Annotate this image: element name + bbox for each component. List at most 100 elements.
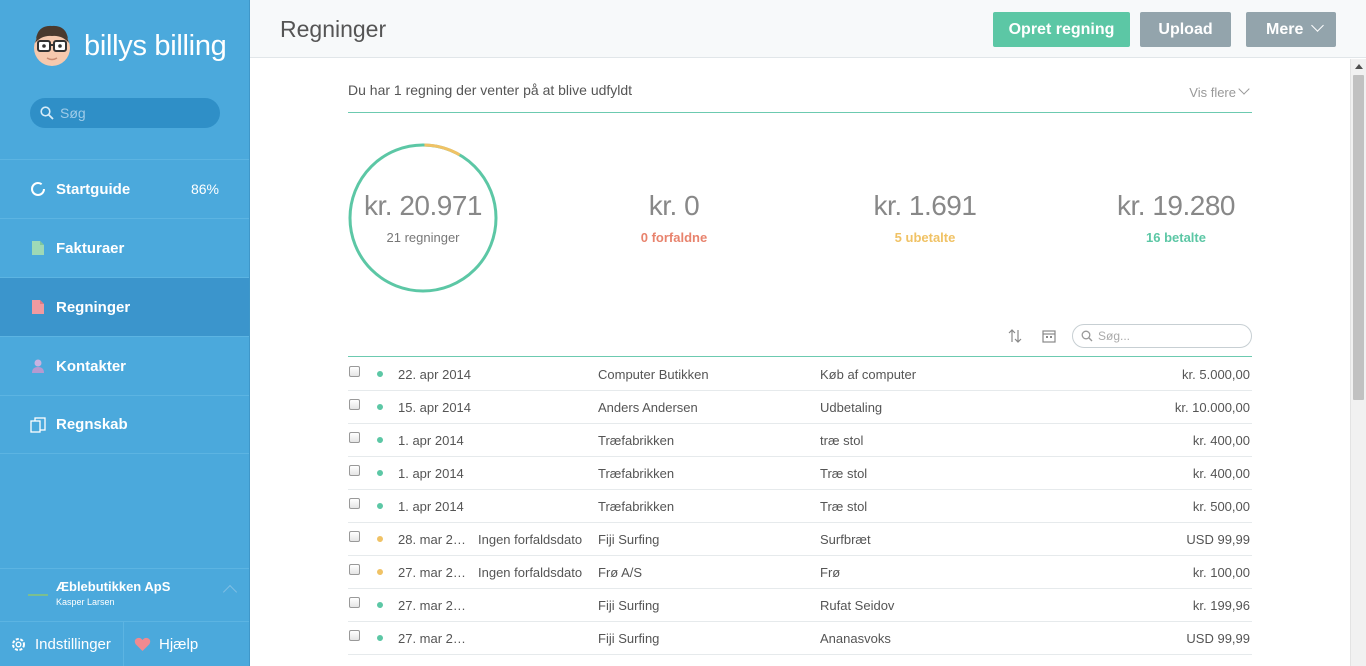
mascot-logo-icon xyxy=(34,25,70,66)
ring-unpaid-arc xyxy=(424,143,461,157)
upload-button[interactable]: Upload xyxy=(1140,12,1231,47)
search-icon xyxy=(40,106,54,120)
row-checkbox[interactable] xyxy=(349,465,360,476)
unpaid-amount: kr. 1.691 xyxy=(873,190,977,221)
ring-paid-arc xyxy=(348,143,498,293)
more-menu-button[interactable]: Mere xyxy=(1246,12,1336,47)
table-search[interactable] xyxy=(1072,324,1252,348)
scroll-up-arrow-icon[interactable] xyxy=(1355,64,1363,69)
row-checkbox[interactable] xyxy=(349,597,360,608)
show-more-link[interactable]: Vis flere xyxy=(1189,85,1236,100)
row-contact: Træfabrikken xyxy=(598,466,675,481)
row-checkbox[interactable] xyxy=(349,432,360,443)
row-due-date: Ingen forfaldsdato xyxy=(478,532,583,547)
status-dot-icon xyxy=(377,437,383,443)
stat-unpaid[interactable]: kr. 1.691 5 ubetalte xyxy=(825,190,1025,245)
row-checkbox[interactable] xyxy=(349,531,360,542)
row-date: 27. mar 2014 xyxy=(398,631,473,646)
row-contact: Fiji Surfing xyxy=(598,598,660,613)
row-contact: Træfabrikken xyxy=(598,499,675,514)
bills-table: 22. apr 2014 Computer Butikken Køb af comp… xyxy=(348,358,1252,655)
row-date: 1. apr 2014 xyxy=(398,499,464,514)
sidebar-item-kontakter[interactable]: Kontakter xyxy=(0,336,249,395)
bills-ring-chart xyxy=(348,143,498,293)
row-contact: Anders Andersen xyxy=(598,400,698,415)
row-contact: Frø A/S xyxy=(598,565,643,580)
row-description: Frø xyxy=(820,565,841,580)
sidebar-search-input[interactable] xyxy=(60,105,210,121)
row-description: Køb af computer xyxy=(820,367,917,382)
status-dot-icon xyxy=(377,602,383,608)
row-contact: Fiji Surfing xyxy=(598,631,660,646)
sidebar-item-regnskab[interactable]: Regnskab xyxy=(0,395,249,454)
startguide-progress-badge: 86% xyxy=(190,181,219,197)
chevron-down-icon xyxy=(1311,19,1324,32)
row-checkbox[interactable] xyxy=(349,498,360,509)
calendar-icon[interactable] xyxy=(1042,329,1056,343)
row-date: 27. mar 2014 xyxy=(398,565,473,580)
table-row[interactable]: 27. mar 2014 Fiji Surfing Ananasvoks USD 99… xyxy=(348,622,1252,655)
sidebar-item-label: Regninger xyxy=(56,298,131,316)
row-description: Rufat Seidov xyxy=(820,598,895,613)
help-button[interactable]: Hjælp xyxy=(124,622,198,666)
settings-button[interactable]: Indstillinger xyxy=(0,622,124,666)
overdue-amount: kr. 0 xyxy=(648,190,700,221)
row-description: Træ stol xyxy=(820,499,868,514)
overdue-label: 0 forfaldne xyxy=(640,230,708,245)
table-row[interactable]: 1. apr 2014 Træfabrikken Træ stol kr. 400,0… xyxy=(348,457,1252,490)
sort-icon[interactable] xyxy=(1008,329,1022,343)
page-title: Regninger xyxy=(280,16,387,42)
table-row[interactable]: 15. apr 2014 Anders Andersen Udbetaling kr.… xyxy=(348,391,1252,424)
bills-summary: kr. 20.971 21 regninger kr. 0 0 forfaldn… xyxy=(348,142,1252,294)
company-switcher[interactable]: Æblebutikken ApS Kasper Larsen xyxy=(0,568,249,620)
table-search-input[interactable] xyxy=(1098,329,1238,343)
sidebar-item-label: Startguide xyxy=(56,180,131,198)
company-name: Æblebutikken ApS xyxy=(56,579,171,594)
table-row[interactable]: 1. apr 2014 Træfabrikken Træ stol kr. 500,0… xyxy=(348,490,1252,523)
table-toolbar xyxy=(348,323,1252,357)
status-dot-icon xyxy=(377,371,383,377)
invoice-document-icon xyxy=(30,240,46,256)
status-dot-icon xyxy=(377,569,383,575)
contact-person-icon xyxy=(30,358,46,374)
row-amount: USD 99,99 xyxy=(1186,532,1250,547)
sidebar-item-regninger[interactable]: Regninger xyxy=(0,277,249,336)
row-date: 22. apr 2014 xyxy=(398,367,472,382)
row-checkbox[interactable] xyxy=(349,564,360,575)
table-row[interactable]: 27. mar 2014 Fiji Surfing Rufat Seidov kr. … xyxy=(348,589,1252,622)
logo[interactable]: billys billing xyxy=(30,22,227,70)
sidebar-item-fakturaer[interactable]: Fakturaer xyxy=(0,218,249,277)
row-amount: kr. 10.000,00 xyxy=(1174,400,1250,415)
row-description: Træ stol xyxy=(820,466,868,481)
sidebar-search[interactable] xyxy=(30,98,220,128)
row-description: Udbetaling xyxy=(820,400,883,415)
row-amount: kr. 400,00 xyxy=(1192,466,1250,481)
row-checkbox[interactable] xyxy=(349,630,360,641)
row-checkbox[interactable] xyxy=(349,399,360,410)
create-bill-button[interactable]: Opret regning xyxy=(993,12,1130,47)
sidebar-item-startguide[interactable]: Startguide 86% xyxy=(0,159,249,218)
heart-icon xyxy=(134,637,151,652)
row-date: 28. mar 2014 xyxy=(398,532,473,547)
row-checkbox[interactable] xyxy=(349,366,360,377)
stat-total[interactable]: kr. 20.971 21 regninger xyxy=(323,190,523,245)
scrollbar-thumb[interactable] xyxy=(1353,75,1364,400)
sidebar-bottom-bar: Indstillinger Hjælp xyxy=(0,621,249,666)
table-row[interactable]: 1. apr 2014 Træfabrikken træ stol kr. 400,0… xyxy=(348,424,1252,457)
table-row[interactable]: 22. apr 2014 Computer Butikken Køb af comp… xyxy=(348,358,1252,391)
stat-paid[interactable]: kr. 19.280 16 betalte xyxy=(1076,190,1276,245)
row-date: 15. apr 2014 xyxy=(398,400,472,415)
scrollbar[interactable] xyxy=(1350,59,1366,666)
table-row[interactable]: 28. mar 2014 Ingen forfaldsdato Fiji Surfi… xyxy=(348,523,1252,556)
gear-icon xyxy=(10,636,27,653)
row-description: Surfbræt xyxy=(820,532,871,547)
stat-overdue[interactable]: kr. 0 0 forfaldne xyxy=(574,190,774,245)
status-dot-icon xyxy=(377,536,383,542)
chevron-down-icon xyxy=(1238,83,1250,95)
status-dot-icon xyxy=(377,470,383,476)
total-amount: kr. 20.971 xyxy=(364,190,482,221)
company-indicator-icon xyxy=(28,594,48,596)
unpaid-label: 5 ubetalte xyxy=(894,230,956,245)
notice-text: Du har 1 regning der venter på at blive … xyxy=(348,82,633,98)
table-row[interactable]: 27. mar 2014 Ingen forfaldsdato Frø A/S Frø… xyxy=(348,556,1252,589)
